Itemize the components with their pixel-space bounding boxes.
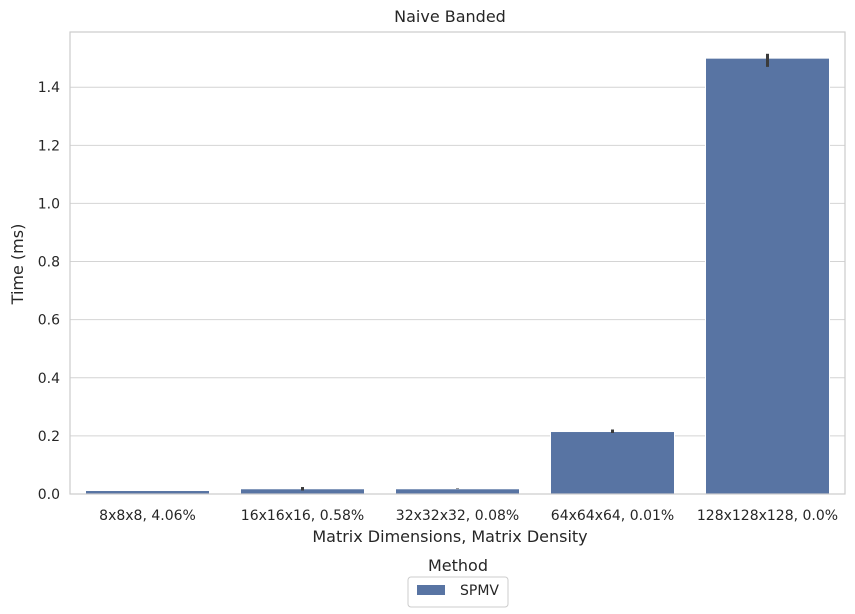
bar <box>550 431 675 495</box>
y-tick-label: 0.4 <box>38 371 60 387</box>
x-tick-label: 16x16x16, 0.58% <box>241 508 364 524</box>
y-tick-label: 0.8 <box>38 255 60 271</box>
y-tick-label: 0.2 <box>38 429 60 445</box>
y-tick-label: 1.4 <box>38 80 60 96</box>
x-tick-label: 128x128x128, 0.0% <box>697 508 838 524</box>
bar <box>395 488 520 495</box>
error-bars <box>301 53 769 491</box>
y-axis-label: Time (ms) <box>8 224 27 306</box>
y-tick-labels: 0.0 0.2 0.4 0.6 0.8 1.0 1.2 1.4 <box>38 80 60 503</box>
legend: Method SPMV <box>407 556 509 608</box>
legend-title: Method <box>428 556 488 575</box>
y-tick-label: 0.6 <box>38 313 60 329</box>
grid-lines <box>70 86 845 495</box>
x-tick-label: 32x32x32, 0.08% <box>396 508 519 524</box>
x-axis-label: Matrix Dimensions, Matrix Density <box>312 527 587 546</box>
x-tick-label: 64x64x64, 0.01% <box>551 508 674 524</box>
x-tick-labels: 8x8x8, 4.06% 16x16x16, 0.58% 32x32x32, 0.0… <box>99 508 838 524</box>
y-tick-label: 0.0 <box>38 487 60 503</box>
bars <box>85 57 830 495</box>
plot-frame <box>69 31 846 495</box>
legend-entry-label: SPMV <box>460 583 499 599</box>
bar <box>705 57 830 495</box>
x-tick-label: 8x8x8, 4.06% <box>99 508 196 524</box>
legend-box <box>407 576 509 608</box>
y-tick-label: 1.0 <box>38 196 60 212</box>
chart-title: Naive Banded <box>394 7 506 26</box>
legend-swatch <box>417 585 445 595</box>
y-tick-label: 1.2 <box>38 138 60 154</box>
